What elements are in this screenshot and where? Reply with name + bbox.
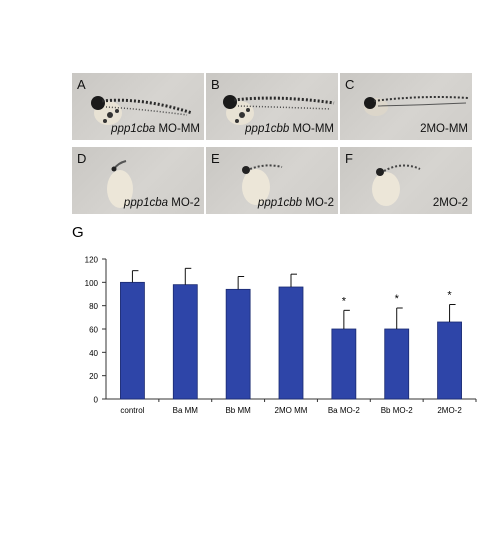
embryo-image-c bbox=[364, 96, 469, 116]
bar bbox=[437, 321, 462, 400]
x-tick-label: 2MO-2 bbox=[437, 406, 462, 415]
panel-f: F 2MO-2 bbox=[340, 147, 472, 214]
panel-c: C 2MO-MM bbox=[340, 73, 472, 140]
panel-letter: D bbox=[77, 151, 87, 166]
y-tick-label: 80 bbox=[89, 302, 98, 311]
panel-caption: ppp1cba MO-MM bbox=[111, 123, 200, 135]
embryo-image-b bbox=[223, 95, 335, 125]
panel-d: D ppp1cba MO-2 bbox=[72, 147, 204, 214]
bar bbox=[278, 286, 304, 400]
embryo-image-d bbox=[107, 160, 133, 208]
figure-panel-label: G bbox=[72, 224, 84, 241]
panel-caption: 2MO-MM bbox=[420, 123, 468, 135]
panel-caption: 2MO-2 bbox=[432, 197, 468, 209]
significance-marker: * bbox=[447, 290, 452, 302]
bar bbox=[120, 281, 145, 400]
y-tick-label: 40 bbox=[89, 349, 98, 358]
significance-marker: * bbox=[342, 295, 347, 307]
panel-a: A ppp1cba MO-MM bbox=[72, 73, 204, 140]
x-tick-label: Ba MO-2 bbox=[328, 406, 361, 415]
y-tick-label: 20 bbox=[89, 372, 98, 381]
panel-letter: B bbox=[211, 77, 220, 92]
x-tick-label: Bb MO-2 bbox=[381, 406, 414, 415]
panel-letter: C bbox=[345, 77, 355, 92]
x-tick-label: 2MO MM bbox=[275, 406, 308, 415]
panel-caption: ppp1cbb MO-2 bbox=[257, 197, 334, 209]
panel-letter: A bbox=[77, 77, 86, 92]
bar bbox=[225, 288, 251, 400]
panel-letter: F bbox=[345, 151, 353, 166]
x-tick-label: control bbox=[120, 406, 144, 415]
embryo-image-e bbox=[242, 164, 283, 205]
bar bbox=[331, 328, 357, 400]
x-tick-label: Bb MM bbox=[225, 406, 251, 415]
panel-b: B ppp1cbb MO-MM bbox=[206, 73, 338, 140]
bar bbox=[384, 328, 410, 400]
y-tick-label: 0 bbox=[94, 396, 99, 405]
y-tick-label: 100 bbox=[85, 279, 99, 288]
panel-letter: E bbox=[211, 151, 220, 166]
y-tick-label: 120 bbox=[85, 256, 99, 265]
embryo-image-a bbox=[91, 96, 193, 125]
panel-caption: ppp1cba MO-2 bbox=[123, 197, 200, 209]
significance-marker: * bbox=[395, 293, 400, 305]
y-tick-label: 60 bbox=[89, 326, 98, 335]
panel-e: E ppp1cbb MO-2 bbox=[206, 147, 338, 214]
panel-caption: ppp1cbb MO-MM bbox=[245, 123, 334, 135]
x-tick-label: Ba MM bbox=[173, 406, 199, 415]
bar bbox=[172, 284, 198, 400]
embryo-image-f bbox=[372, 164, 421, 206]
